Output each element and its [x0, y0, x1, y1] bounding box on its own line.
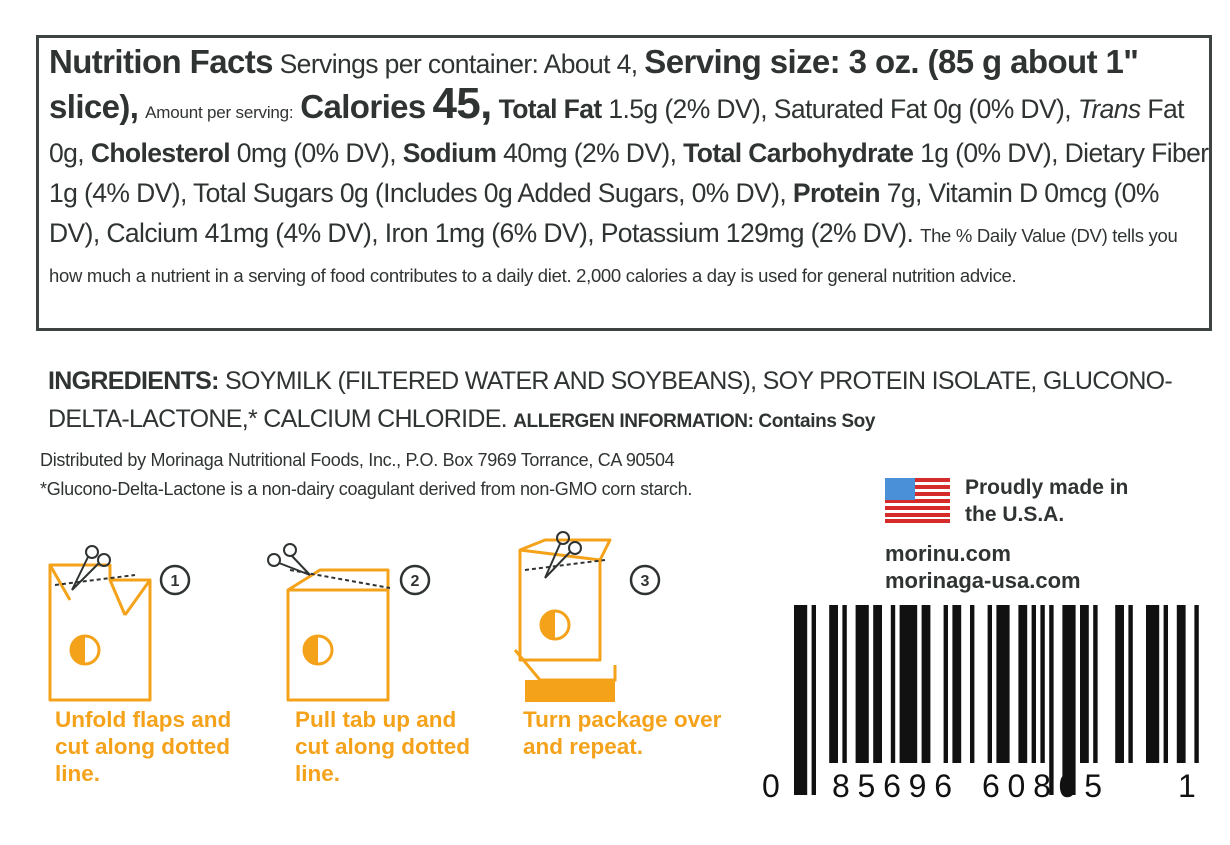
run: Sodium — [402, 138, 497, 168]
barcode-digit: 85696 — [832, 768, 952, 804]
allergen: ALLERGEN INFORMATION: Contains Soy — [513, 411, 876, 432]
run: Cholesterol — [90, 138, 231, 168]
step-number: 2 — [411, 573, 420, 590]
run: Serving size: 3 oz. (85 g about 1" slice… — [49, 43, 1139, 125]
run: Total Fat — [498, 94, 603, 124]
barcode: 0 85696 60805 1 — [762, 605, 1199, 804]
barcode-digit: 1 — [1178, 768, 1196, 804]
run: Trans — [1077, 94, 1141, 124]
run: Nutrition Facts — [49, 43, 273, 80]
run: Servings per container: About 4, — [279, 49, 639, 79]
run: The % Daily Value (DV) tells you how muc… — [49, 225, 1178, 286]
run: 40mg (2% DV), — [503, 138, 677, 168]
website: morinaga-usa.com — [885, 568, 1081, 593]
run: 0mg (0% DV), — [236, 138, 397, 168]
run: Fat 0g, — [49, 94, 1184, 168]
nutrition-facts: Nutrition Facts Servings per container: … — [36, 35, 1212, 331]
run: 45, — [432, 79, 492, 128]
barcode-digit: 0 — [762, 768, 780, 804]
run: Calories — [300, 88, 426, 125]
ingredients: INGREDIENTS: SOYMILK (FILTERED WATER AND… — [48, 362, 1198, 441]
step-caption: Unfold flaps and cut along dotted line. — [55, 707, 232, 786]
step-number: 3 — [641, 573, 650, 590]
ingredients-label: INGREDIENTS: — [48, 367, 219, 395]
run: 1g (0% DV), Dietary Fiber 1g (4% DV), To… — [49, 138, 1209, 208]
run: Total Carbohydrate — [683, 138, 914, 168]
run: Amount per serving: — [145, 103, 294, 122]
distributor: Distributed by Morinaga Nutritional Food… — [40, 450, 675, 470]
ingredients-text: SOYMILK (FILTERED WATER AND SOYBEANS), S… — [48, 367, 1173, 433]
tray — [525, 680, 615, 702]
barcode-bars — [794, 605, 1199, 795]
step-icons: 1 2 3 — [48, 531, 661, 702]
step-number: 1 — [171, 573, 180, 590]
us-flag — [885, 478, 950, 523]
step-caption: Pull tab up and cut along dotted line. — [295, 707, 470, 786]
website: morinu.com — [885, 541, 1011, 566]
origin: Proudly made in the U.S.A. — [965, 476, 1129, 526]
footnote: *Glucono-Delta-Lactone is a non-dairy co… — [40, 479, 693, 499]
run: Protein — [792, 178, 881, 208]
run: 1.5g (2% DV), Saturated Fat 0g (0% DV), — [608, 94, 1072, 124]
step-caption: Turn package over and repeat. — [523, 707, 722, 759]
barcode-digit: 60805 — [982, 768, 1102, 804]
run: 7g, Vitamin D 0mcg (0% DV), Calcium 41mg… — [49, 178, 1159, 248]
